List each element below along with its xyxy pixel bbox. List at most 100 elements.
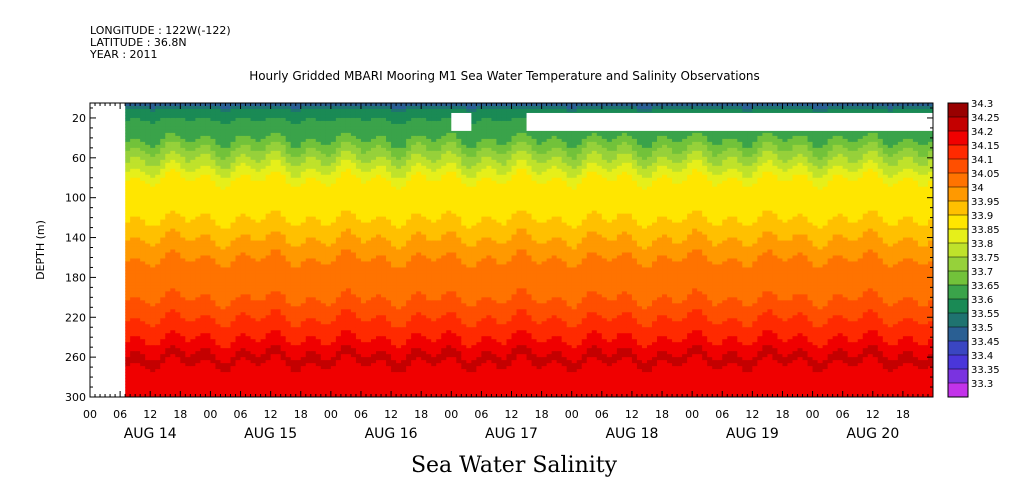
field-cell: [185, 198, 191, 203]
field-cell: [165, 129, 171, 134]
field-cell: [260, 237, 267, 242]
field-cell: [330, 135, 337, 140]
field-cell: [350, 117, 357, 122]
field-cell: [190, 204, 196, 209]
field-cell: [290, 393, 297, 397]
field-cell: [130, 231, 136, 236]
field-cell: [290, 357, 297, 361]
field-cell: [305, 375, 312, 379]
field-cell: [135, 375, 141, 379]
field-cell: [365, 276, 372, 280]
field-cell: [200, 276, 207, 280]
field-cell: [371, 189, 377, 194]
field-cell: [195, 246, 201, 251]
field-cell: [300, 321, 307, 325]
field-cell: [140, 300, 146, 304]
field-cell: [200, 366, 207, 370]
field-cell: [250, 291, 257, 295]
field-cell: [230, 393, 237, 397]
field-cell: [155, 249, 161, 254]
field-cell: [125, 153, 131, 158]
field-cell: [350, 363, 357, 367]
field-cell: [250, 216, 257, 221]
field-cell: [170, 144, 176, 149]
field-cell: [130, 168, 136, 173]
field-cell: [250, 384, 257, 388]
field-cell: [140, 234, 146, 239]
field-cell: [220, 288, 227, 292]
field-cell: [185, 234, 191, 239]
field-cell: [345, 186, 352, 191]
field-cell: [335, 321, 342, 325]
field-cell: [365, 255, 372, 260]
field-cell: [190, 327, 196, 331]
field-cell: [215, 126, 222, 131]
field-cell: [345, 180, 352, 185]
field-cell: [365, 354, 372, 358]
field-cell: [315, 204, 322, 209]
field-cell: [175, 270, 181, 275]
field-cell: [325, 318, 332, 322]
field-cell: [235, 318, 242, 322]
field-cell: [265, 237, 272, 242]
field-cell: [320, 246, 327, 251]
field-cell: [325, 162, 332, 167]
field-cell: [345, 103, 352, 107]
field-cell: [265, 300, 272, 304]
field-cell: [185, 276, 191, 280]
field-cell: [265, 303, 272, 307]
field-cell: [190, 183, 196, 188]
field-cell: [175, 372, 181, 376]
field-cell: [250, 363, 257, 367]
field-cell: [320, 291, 327, 295]
field-cell: [150, 129, 156, 134]
field-cell: [240, 204, 247, 209]
field-cell: [145, 120, 151, 125]
field-cell: [175, 291, 181, 295]
field-cell: [355, 186, 362, 191]
field-cell: [215, 273, 222, 278]
field-cell: [360, 330, 367, 334]
field-cell: [145, 279, 151, 283]
field-cell: [295, 372, 302, 376]
field-cell: [275, 141, 282, 146]
field-cell: [230, 315, 237, 319]
field-cell: [270, 126, 277, 131]
field-cell: [135, 207, 141, 212]
field-cell: [190, 351, 196, 355]
field-cell: [180, 300, 186, 304]
field-cell: [320, 267, 327, 272]
field-cell: [320, 150, 327, 155]
field-cell: [215, 103, 222, 107]
field-cell: [315, 366, 322, 370]
field-cell: [250, 186, 257, 191]
field-cell: [125, 357, 131, 361]
field-cell: [376, 228, 382, 233]
field-cell: [180, 201, 186, 206]
field-cell: [325, 294, 332, 298]
field-cell: [225, 231, 232, 236]
field-cell: [240, 156, 247, 161]
chart-title: Hourly Gridded MBARI Mooring M1 Sea Wate…: [249, 69, 760, 83]
field-cell: [345, 393, 352, 397]
field-cell: [135, 363, 141, 367]
field-cell: [240, 384, 247, 388]
field-cell: [225, 165, 232, 170]
field-cell: [175, 363, 181, 367]
field-cell: [376, 189, 382, 194]
field-cell: [350, 306, 357, 310]
field-cell: [315, 339, 322, 343]
field-cell: [275, 228, 282, 233]
field-cell: [210, 246, 217, 251]
field-cell: [245, 138, 252, 143]
field-cell: [155, 105, 161, 110]
field-cell: [135, 237, 141, 242]
field-cell: [265, 216, 272, 221]
field-cell: [235, 363, 242, 367]
field-cell: [376, 207, 382, 212]
field-cell: [295, 108, 302, 113]
field-cell: [265, 117, 272, 122]
field-cell: [125, 129, 131, 134]
field-cell: [260, 141, 267, 146]
field-cell: [360, 183, 367, 188]
